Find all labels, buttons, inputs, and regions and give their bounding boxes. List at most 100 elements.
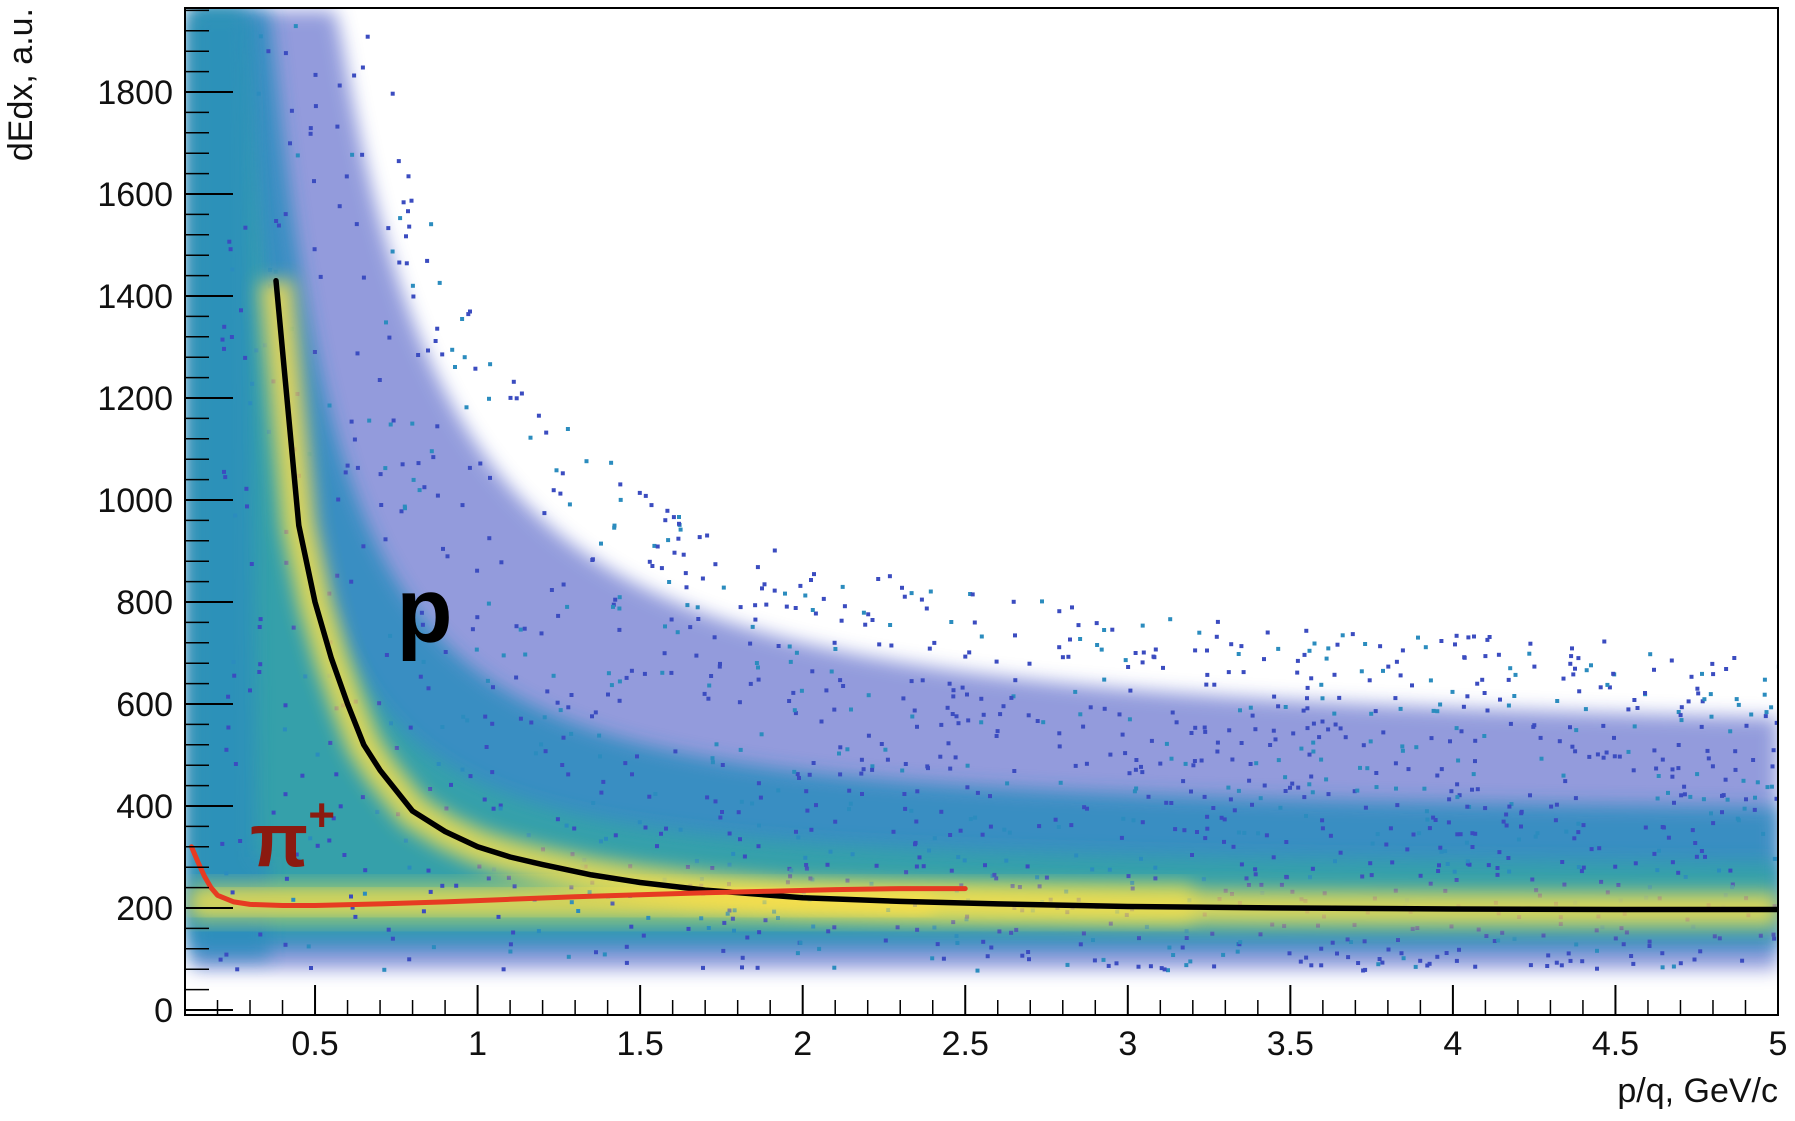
density-pixel bbox=[826, 929, 831, 934]
density-pixel bbox=[1509, 802, 1514, 807]
density-pixel bbox=[1709, 811, 1713, 816]
density-pixel bbox=[230, 890, 235, 895]
density-pixel bbox=[1483, 806, 1488, 811]
density-pixel bbox=[1201, 877, 1206, 882]
density-pixel bbox=[1088, 705, 1093, 710]
density-pixel bbox=[655, 544, 660, 549]
density-pixel bbox=[468, 774, 473, 779]
density-pixel bbox=[354, 222, 359, 227]
density-pixel bbox=[1401, 956, 1406, 961]
density-pixel bbox=[629, 668, 634, 673]
density-pixel bbox=[388, 422, 393, 427]
density-pixel bbox=[468, 309, 472, 314]
density-pixel bbox=[1330, 940, 1335, 945]
density-pixel bbox=[313, 104, 318, 109]
density-pixel bbox=[1381, 668, 1385, 673]
density-pixel bbox=[879, 742, 884, 746]
density-pixel bbox=[1476, 927, 1481, 932]
density-pixel bbox=[970, 592, 975, 597]
density-pixel bbox=[1749, 712, 1754, 717]
density-pixel bbox=[1298, 959, 1303, 964]
density-pixel bbox=[365, 34, 370, 39]
density-pixel bbox=[291, 625, 296, 630]
density-pixel bbox=[1140, 770, 1145, 775]
density-pixel bbox=[428, 889, 433, 894]
density-pixel bbox=[283, 792, 288, 797]
density-pixel bbox=[1449, 924, 1454, 929]
density-pixel bbox=[360, 65, 365, 70]
density-pixel bbox=[951, 694, 956, 699]
density-pixel bbox=[1399, 951, 1404, 956]
density-pixel bbox=[1283, 775, 1288, 780]
density-pixel bbox=[1456, 758, 1461, 763]
density-pixel bbox=[1462, 655, 1467, 660]
density-pixel bbox=[1127, 717, 1132, 722]
density-pixel bbox=[1388, 826, 1393, 831]
density-pixel bbox=[1507, 804, 1512, 809]
density-pixel bbox=[222, 324, 227, 329]
density-pixel bbox=[307, 452, 312, 457]
density-pixel bbox=[1487, 635, 1492, 639]
density-pixel bbox=[748, 641, 753, 646]
density-pixel bbox=[486, 876, 491, 881]
density-pixel bbox=[649, 503, 654, 508]
density-pixel bbox=[273, 269, 278, 274]
density-pixel bbox=[1180, 945, 1185, 950]
density-pixel bbox=[478, 461, 483, 466]
density-pixel bbox=[1679, 718, 1684, 723]
density-pixel bbox=[1577, 689, 1582, 694]
density-pixel bbox=[433, 339, 438, 343]
density-pixel bbox=[859, 757, 864, 762]
density-pixel bbox=[1631, 768, 1636, 773]
density-pixel bbox=[437, 280, 442, 285]
density-pixel bbox=[1128, 688, 1133, 693]
density-pixel bbox=[1027, 661, 1032, 666]
density-pixel bbox=[1273, 737, 1278, 742]
density-pixel bbox=[1211, 806, 1216, 810]
density-pixel bbox=[1057, 645, 1062, 650]
density-pixel bbox=[1607, 685, 1612, 690]
density-pixel bbox=[1037, 824, 1042, 829]
density-pixel bbox=[597, 733, 602, 738]
density-pixel bbox=[1242, 830, 1247, 835]
density-pixel bbox=[915, 724, 919, 729]
density-pixel bbox=[1254, 761, 1259, 766]
density-pixel bbox=[1533, 834, 1538, 839]
density-pixel bbox=[1193, 725, 1198, 730]
density-pixel bbox=[283, 51, 288, 56]
density-pixel bbox=[1465, 694, 1470, 699]
density-pixel bbox=[1495, 866, 1500, 870]
density-pixel bbox=[885, 757, 890, 762]
density-pixel bbox=[1435, 954, 1440, 959]
density-pixel bbox=[1159, 966, 1164, 971]
density-pixel bbox=[420, 622, 425, 627]
density-pixel bbox=[832, 640, 837, 645]
density-pixel bbox=[904, 870, 909, 875]
density-pixel bbox=[1470, 787, 1474, 792]
density-pixel bbox=[861, 610, 866, 615]
density-pixel bbox=[1120, 732, 1125, 737]
density-pixel bbox=[569, 900, 574, 905]
density-pixel bbox=[539, 631, 544, 636]
density-pixel bbox=[859, 771, 864, 776]
density-pixel bbox=[1215, 740, 1220, 745]
density-pixel bbox=[1259, 882, 1264, 887]
density-pixel bbox=[1506, 677, 1511, 682]
density-pixel bbox=[1026, 713, 1031, 718]
density-pixel bbox=[1613, 936, 1618, 941]
density-pixel bbox=[294, 852, 299, 857]
density-pixel bbox=[1361, 968, 1366, 973]
density-pixel bbox=[1698, 949, 1703, 954]
density-pixel bbox=[755, 965, 760, 970]
density-pixel bbox=[1250, 802, 1254, 807]
density-pixel bbox=[727, 831, 732, 836]
density-pixel bbox=[811, 924, 816, 929]
density-pixel bbox=[718, 661, 722, 666]
series-line-proton bbox=[273, 277, 1778, 913]
density-pixel bbox=[1195, 830, 1199, 834]
density-pixel bbox=[1056, 825, 1061, 829]
density-pixel bbox=[725, 911, 730, 916]
density-pixel bbox=[968, 817, 973, 822]
density-pixel bbox=[508, 942, 513, 947]
